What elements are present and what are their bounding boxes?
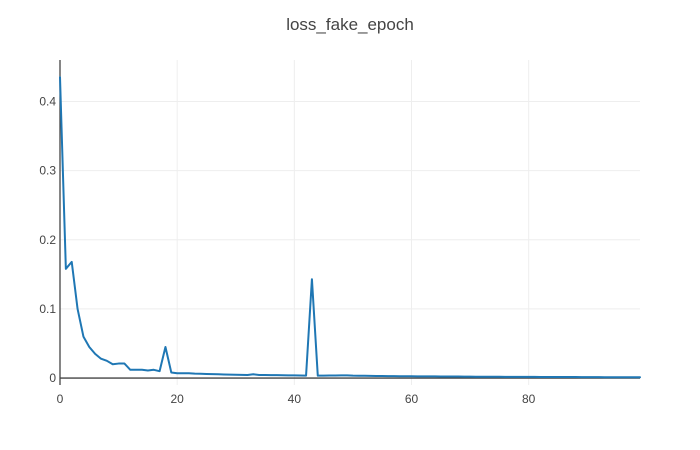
y-tick-label: 0.1 — [39, 302, 56, 316]
axes — [59, 60, 640, 385]
series-line — [59, 76, 641, 379]
x-tick-label: 20 — [170, 392, 184, 406]
x-tick-label: 40 — [288, 392, 302, 406]
y-tick-label: 0.3 — [39, 164, 56, 178]
gridlines — [59, 60, 640, 385]
x-tick-label: 80 — [522, 392, 536, 406]
series-layer — [59, 76, 641, 379]
chart-title: loss_fake_epoch — [286, 15, 414, 34]
y-tick-label: 0 — [49, 371, 56, 385]
tick-labels: 0 20 40 60 80 0 0.1 0.2 0.3 0.4 — [39, 94, 535, 406]
y-tick-label: 0.2 — [39, 233, 56, 247]
y-tick-label: 0.4 — [39, 94, 56, 108]
x-tick-label: 60 — [405, 392, 419, 406]
x-tick-label: 0 — [57, 392, 64, 406]
